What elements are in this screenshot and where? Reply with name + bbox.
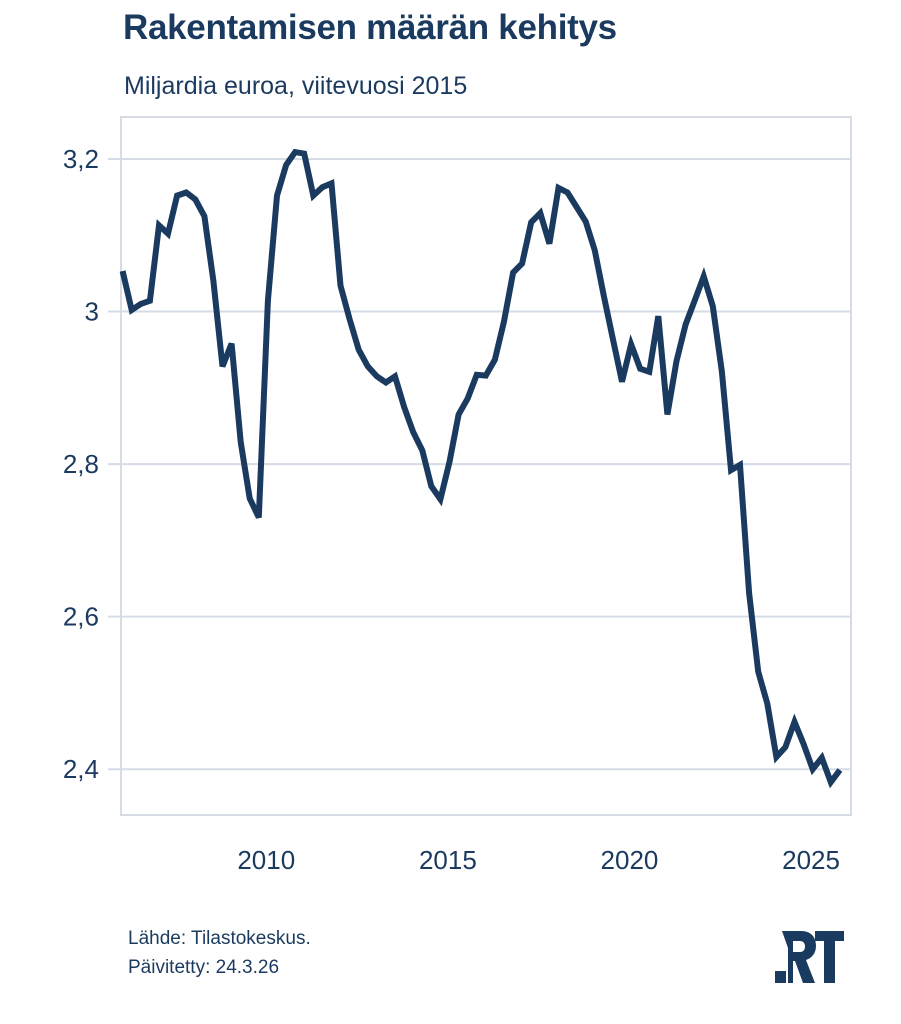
chart-title: Rakentamisen määrän kehitys: [123, 8, 617, 47]
x-tick-label: 2020: [601, 845, 659, 875]
x-tick-label: 2010: [237, 845, 295, 875]
grid-lines: [108, 157, 851, 771]
x-axis: 2010 2015 2020 2025: [237, 845, 840, 875]
x-tick-label: 2015: [419, 845, 477, 875]
y-tick-label: 3,2: [63, 144, 99, 174]
source-note: Lähde: Tilastokeskus.: [128, 928, 311, 949]
x-tick-label: 2025: [782, 845, 840, 875]
y-tick-label: 2,4: [63, 754, 99, 784]
y-tick-label: 2,6: [63, 602, 99, 632]
rt-logo: RT: [775, 931, 844, 983]
chart-subtitle: Miljardia euroa, viitevuosi 2015: [124, 72, 468, 100]
y-tick-label: 2,8: [63, 449, 99, 479]
series-line: [119, 148, 843, 789]
updated-note: Päivitetty: 24.3.26: [128, 957, 280, 978]
y-axis: 2,4 2,6 2,8 3 3,2: [63, 144, 99, 784]
plot-frame: [120, 116, 852, 816]
y-tick-label: 3: [85, 297, 99, 327]
